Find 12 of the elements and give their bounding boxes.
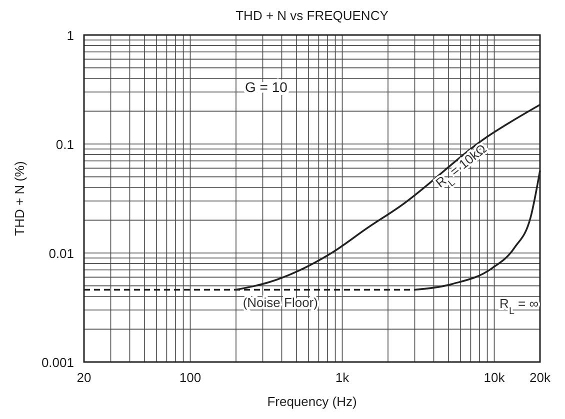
x-tick-label: 20k	[530, 370, 551, 385]
y-tick-label: 1	[66, 28, 74, 43]
x-axis-title: Frequency (Hz)	[267, 394, 357, 409]
x-tick-label: 20	[76, 370, 92, 385]
y-tick-label: 0.001	[41, 355, 74, 370]
x-tick-label: 100	[179, 370, 202, 385]
y-tick-label: 0.1	[56, 137, 74, 152]
y-axis-title: THD + N (%)	[12, 161, 27, 236]
x-tick-label: 1k	[335, 370, 350, 385]
chart-title: THD + N vs FREQUENCY	[236, 8, 389, 23]
y-tick-label: 0.01	[48, 246, 74, 261]
x-tick-label: 10k	[484, 370, 506, 385]
